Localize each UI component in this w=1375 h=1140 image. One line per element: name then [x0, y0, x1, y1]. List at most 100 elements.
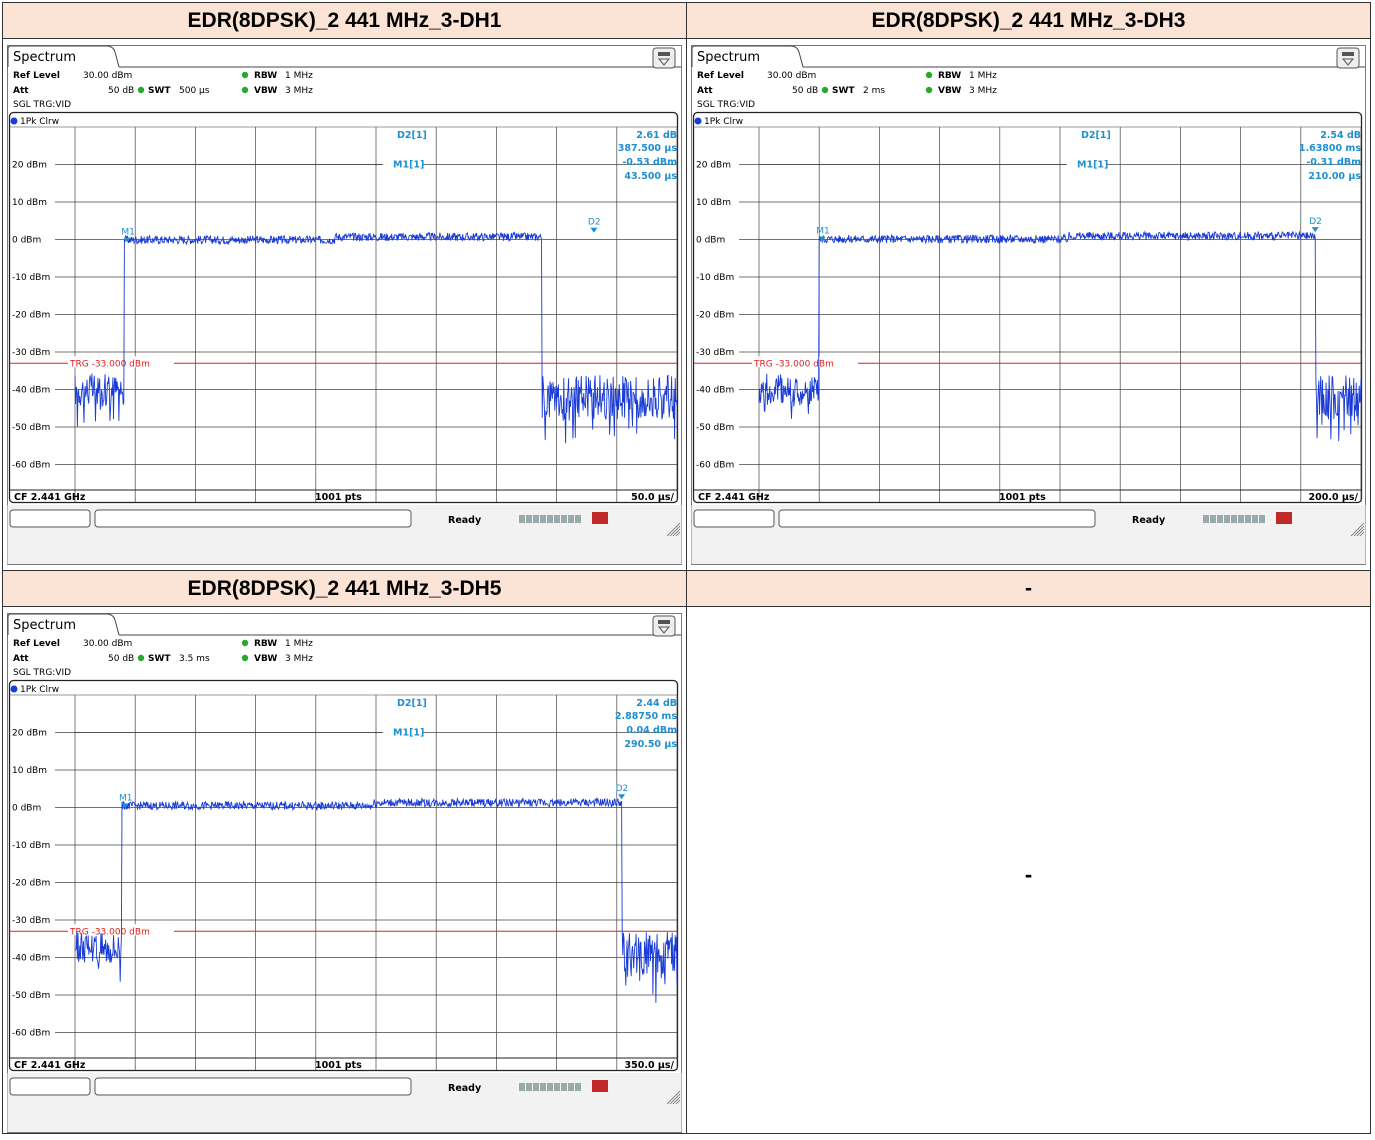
- plot-frame: [692, 111, 1363, 504]
- status-field-2[interactable]: [778, 509, 1096, 528]
- rbw-label: RBW: [938, 71, 961, 81]
- rbw-value: 1 MHz: [285, 71, 313, 81]
- center-frequency: CF 2.441 GHz: [14, 492, 86, 503]
- icon-bar: [1342, 52, 1354, 56]
- ref-level-value: 30.00 dBm: [83, 71, 132, 81]
- status-field-2[interactable]: [94, 509, 412, 528]
- time-per-division: 200.0 µs/: [1309, 492, 1359, 503]
- trigger-label: TRG -33.000 dBm: [753, 359, 834, 369]
- ref-level-label: Ref Level: [697, 71, 744, 81]
- display-config-icon[interactable]: [1336, 47, 1360, 69]
- m1-readout-value: -0.53 dBm: [622, 157, 677, 168]
- resize-grip-icon[interactable]: [675, 531, 681, 537]
- trace-line: [74, 231, 678, 444]
- marker-m1-icon: [818, 236, 826, 242]
- progress-cell: [1259, 515, 1265, 523]
- spectrum-analyzer-screen: Spectrum Ref Level 30.00 dBm RBW 1 MHz Att 50 …: [7, 45, 682, 565]
- trace-label: 1Pk Clrw: [20, 117, 59, 127]
- progress-cell: [561, 1083, 567, 1091]
- trigger-mode: SGL TRG:VID: [13, 100, 71, 110]
- d2-readout-label: D2[1]: [397, 698, 427, 709]
- resize-grip-icon[interactable]: [672, 528, 681, 537]
- y-tick-label: 20 dBm: [12, 729, 47, 739]
- swt-value: 3.5 ms: [179, 654, 210, 664]
- status-ready: Ready: [1132, 515, 1166, 526]
- swt-status-icon: [137, 654, 145, 662]
- trigger-label-bg: [752, 356, 858, 368]
- resize-grip-icon[interactable]: [669, 1093, 681, 1105]
- resize-grip-icon[interactable]: [1356, 528, 1365, 537]
- marker-m1-tag: M1: [816, 227, 829, 237]
- att-label: Att: [13, 86, 29, 96]
- att-value: 50 dB: [108, 654, 134, 664]
- progress-cell: [575, 515, 581, 523]
- y-tick-label: 10 dBm: [12, 766, 47, 776]
- d2-readout-label: D2[1]: [1081, 130, 1111, 141]
- resize-grip-icon[interactable]: [669, 525, 681, 537]
- vbw-status-icon: [241, 86, 249, 94]
- resize-grip-icon[interactable]: [666, 1090, 681, 1105]
- resize-grip-icon[interactable]: [1350, 522, 1365, 537]
- m1-readout-time: 43.500 µs: [624, 171, 677, 182]
- spectrum-tab[interactable]: [7, 613, 120, 636]
- progress-cell: [526, 1083, 532, 1091]
- y-tick-label: -30 dBm: [12, 348, 50, 358]
- trigger-mode: SGL TRG:VID: [697, 100, 755, 110]
- panel-title: EDR(8DPSK)_2 441 MHz_3-DH3: [686, 2, 1371, 39]
- progress-cell: [540, 515, 546, 523]
- vbw-label: VBW: [254, 86, 277, 96]
- y-tick-label: 20 dBm: [12, 161, 47, 171]
- spectrum-analyzer-screen: Spectrum Ref Level 30.00 dBm RBW 1 MHz Att 50 …: [7, 613, 682, 1133]
- y-tick-label: -10 dBm: [12, 841, 50, 851]
- swt-status-icon: [137, 86, 145, 94]
- spectrum-tab[interactable]: [691, 45, 804, 68]
- y-tick-label: 10 dBm: [12, 198, 47, 208]
- swt-label: SWT: [148, 654, 171, 664]
- status-field-1[interactable]: [9, 1077, 91, 1096]
- status-field-2[interactable]: [94, 1077, 412, 1096]
- y-tick-label: -20 dBm: [696, 311, 734, 321]
- status-field-1[interactable]: [693, 509, 775, 528]
- progress-cell: [533, 515, 539, 523]
- ref-level-label: Ref Level: [13, 639, 60, 649]
- vbw-value: 3 MHz: [285, 86, 313, 96]
- progress-cell: [1245, 515, 1251, 523]
- empty-panel-text: -: [1024, 862, 1033, 887]
- vbw-label: VBW: [938, 86, 961, 96]
- m1-readout-value: -0.31 dBm: [1306, 157, 1361, 168]
- spectrum-panel-3dh3: Spectrum Ref Level 30.00 dBm RBW 1 MHz Att 50 …: [691, 45, 1366, 565]
- y-tick-label: 0 dBm: [12, 236, 41, 246]
- resize-grip-icon[interactable]: [666, 522, 681, 537]
- display-config-icon[interactable]: [652, 615, 676, 637]
- spectrum-analyzer-screen: Spectrum Ref Level 30.00 dBm RBW 1 MHz Att 50 …: [691, 45, 1366, 565]
- display-config-icon[interactable]: [652, 47, 676, 69]
- d2-readout-time: 1.63800 ms: [1299, 143, 1361, 154]
- progress-cell: [533, 1083, 539, 1091]
- progress-cell: [1217, 515, 1223, 523]
- progress-cell: [1203, 515, 1209, 523]
- vbw-label: VBW: [254, 654, 277, 664]
- status-field-1[interactable]: [9, 509, 91, 528]
- swt-label: SWT: [832, 86, 855, 96]
- progress-cell: [561, 515, 567, 523]
- vbw-status-icon: [925, 86, 933, 94]
- resize-grip-icon[interactable]: [675, 1099, 681, 1105]
- vbw-value: 3 MHz: [969, 86, 997, 96]
- vbw-status-icon: [241, 654, 249, 662]
- center-frequency: CF 2.441 GHz: [14, 1060, 86, 1071]
- m1-label-bg: [1067, 157, 1107, 170]
- resize-grip-icon[interactable]: [672, 1096, 681, 1105]
- d2-readout-time: 387.500 µs: [618, 143, 678, 154]
- trace-label: 1Pk Clrw: [704, 117, 743, 127]
- resize-grip-icon[interactable]: [1353, 525, 1365, 537]
- progress-cell: [575, 1083, 581, 1091]
- resize-grip-icon[interactable]: [1359, 531, 1365, 537]
- m1-label-bg: [383, 157, 423, 170]
- m1-readout-time: 290.50 µs: [624, 739, 677, 750]
- marker-m1-tag: M1: [119, 793, 133, 803]
- plot-frame: [8, 111, 679, 504]
- spectrum-tab[interactable]: [7, 45, 120, 68]
- progress-cell: [1224, 515, 1230, 523]
- spectrum-panel-3dh5: Spectrum Ref Level 30.00 dBm RBW 1 MHz Att 50 …: [7, 613, 682, 1133]
- y-tick-label: 20 dBm: [696, 161, 731, 171]
